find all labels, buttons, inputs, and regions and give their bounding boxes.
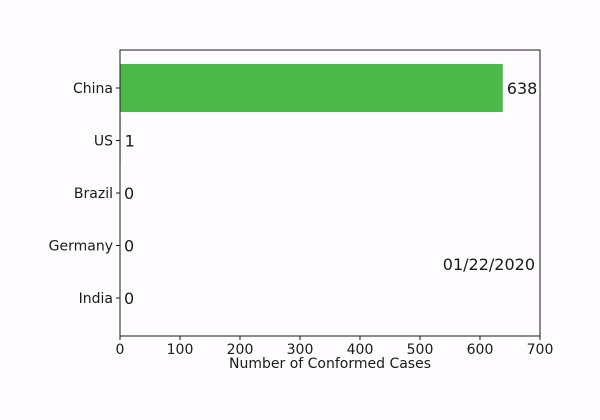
data-label-brazil: 0 (124, 184, 134, 203)
bar-china (120, 64, 503, 112)
data-label-germany: 0 (124, 237, 134, 256)
x-tick-label: 200 (227, 342, 254, 358)
x-tick-label: 400 (347, 342, 374, 358)
x-tick-label: 700 (527, 342, 554, 358)
y-axis-ticks: China US Brazil Germany India (49, 81, 120, 307)
plot-frame (119, 49, 541, 337)
bars-group (120, 64, 503, 165)
data-label-india: 0 (124, 289, 134, 308)
y-tick-label-china: China (73, 81, 113, 97)
data-label-us: 1 (125, 132, 135, 151)
y-tick-label-brazil: Brazil (74, 186, 113, 202)
x-axis-title: Number of Conformed Cases (229, 356, 431, 372)
x-tick-label: 100 (167, 342, 194, 358)
y-tick-label-us: US (94, 134, 113, 150)
date-annotation: 01/22/2020 (443, 255, 535, 274)
x-axis-ticks: 0 100 200 300 400 500 600 700 (116, 336, 554, 358)
x-tick-label: 300 (287, 342, 314, 358)
data-labels-group: 638 1 0 0 0 (124, 79, 537, 308)
x-tick-label: 600 (467, 342, 494, 358)
x-tick-label: 0 (116, 342, 125, 358)
y-tick-label-germany: Germany (49, 239, 113, 255)
data-label-china: 638 (507, 79, 538, 98)
y-tick-label-india: India (79, 291, 113, 307)
x-tick-label: 500 (407, 342, 434, 358)
